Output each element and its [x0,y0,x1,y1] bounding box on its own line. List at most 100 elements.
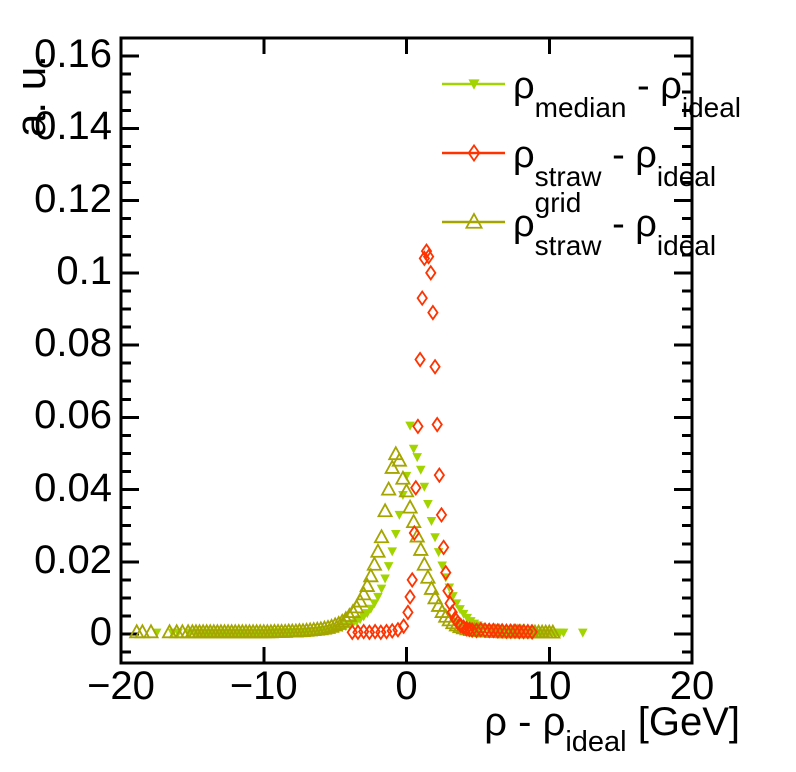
triangle-down-filled-marker [419,482,430,492]
diamond-open-marker [487,622,500,639]
diamond-open-marker [500,623,513,640]
diamond-open-marker [397,617,410,635]
diamond-open-marker [526,623,538,641]
y-tick-label: 0.16 [34,32,112,77]
triangle-up-open-marker [362,567,379,583]
triangle-up-open-marker [409,527,426,543]
triangle-up-open-marker [398,482,415,498]
x-tick-label: 0 [395,664,418,708]
y-tick-label: 0.06 [34,393,112,438]
diamond-open-marker [406,571,418,589]
diamond-open-marker [408,524,421,542]
triangle-up-open-marker [366,555,383,571]
triangle-up-open-marker [430,597,447,612]
diamond-open-marker [479,621,491,639]
x-tick-label: −10 [229,664,298,708]
triangle-up-open-marker [359,577,376,592]
diamond-open-marker [425,264,437,282]
y-tick-label: 0 [89,610,112,655]
y-tick-label: 0.02 [34,537,112,582]
plot-frame [119,36,694,665]
diamond-open-marker [416,289,428,307]
triangle-up-open-marker [142,623,160,639]
triangle-up-open-marker [376,502,394,518]
y-tick-label: 0.12 [34,176,112,221]
y-axis-title: a. u. [7,55,54,137]
diamond-open-marker [496,622,508,640]
triangle-up-open-marker [401,498,419,514]
x-tick-label: 10 [527,664,572,708]
x-tick-label: −20 [87,664,155,708]
diamond-open-marker [522,623,534,640]
triangle-down-filled-marker [426,517,437,527]
diamond-open-marker [492,622,504,640]
y-tick-label: 0.04 [34,465,112,510]
diamond-open-marker [505,623,517,640]
diamond-open-marker [422,248,435,265]
triangle-down-filled-marker [383,562,394,572]
triangle-up-open-marker [419,568,437,584]
triangle-down-filled-marker [369,599,380,609]
diamond-open-marker [410,479,422,496]
diamond-open-marker [446,604,458,621]
diamond-open-marker [420,242,433,260]
triangle-up-open-marker [380,480,397,496]
diamond-open-marker [513,623,525,640]
triangle-up-open-marker [341,607,358,622]
y-tick-label: 0.1 [56,248,112,293]
diamond-open-marker [463,621,476,638]
triangle-up-open-marker [405,513,422,529]
diamond-open-marker [414,351,426,368]
series-2 [128,445,561,639]
diamond-open-marker [470,622,483,639]
triangle-down-filled-marker [455,605,465,615]
triangle-down-filled-marker [394,510,405,520]
diamond-open-marker [455,617,467,634]
triangle-down-filled-marker [380,574,390,584]
triangle-up-open-marker [394,469,412,485]
triangle-up-open-marker [412,541,429,556]
triangle-down-filled-marker [387,547,398,557]
diamond-open-marker [466,621,478,639]
x-tick-label: 20 [669,664,715,708]
triangle-up-open-marker [330,615,347,630]
triangle-up-open-marker [384,459,401,474]
triangle-up-open-marker [323,618,340,633]
triangle-down-filled-marker [558,628,569,638]
triangle-up-open-marker [369,542,387,558]
x-axis-title: ρ - ρideal [GeV] [484,700,740,758]
y-tick-label: 0.08 [34,321,112,366]
x-axis-title-unit: [GeV] [626,700,740,744]
triangle-down-filled-marker [577,628,588,638]
series-1 [346,242,538,641]
triangle-down-filled-marker [430,533,440,543]
diamond-open-marker [404,588,416,606]
diamond-open-marker [440,564,452,581]
triangle-up-open-marker [351,592,369,608]
triangle-down-filled-marker [390,530,401,540]
diamond-open-marker [437,539,450,556]
x-axis-title-main: ρ - ρ [484,700,566,744]
triangle-up-open-marker [337,610,354,626]
triangle-down-filled-marker [373,592,383,602]
diamond-open-marker [509,623,521,640]
triangle-down-filled-marker [366,604,376,614]
y-tick-label: 0.14 [34,104,112,149]
diamond-open-marker [483,622,495,639]
triangle-down-filled-marker [437,561,447,571]
diamond-open-marker [429,358,441,375]
triangle-down-filled-marker [423,500,433,510]
triangle-down-filled-marker [376,584,387,594]
diamond-open-marker [433,466,446,484]
triangle-up-open-marker [355,585,372,601]
triangle-up-open-marker [448,616,465,632]
diamond-open-marker [431,416,443,433]
triangle-up-open-marker [544,623,561,639]
triangle-up-open-marker [373,528,390,544]
triangle-up-open-marker [391,451,408,467]
triangle-up-open-marker [426,589,444,605]
diamond-open-marker [427,304,439,321]
diamond-open-marker [435,506,448,524]
